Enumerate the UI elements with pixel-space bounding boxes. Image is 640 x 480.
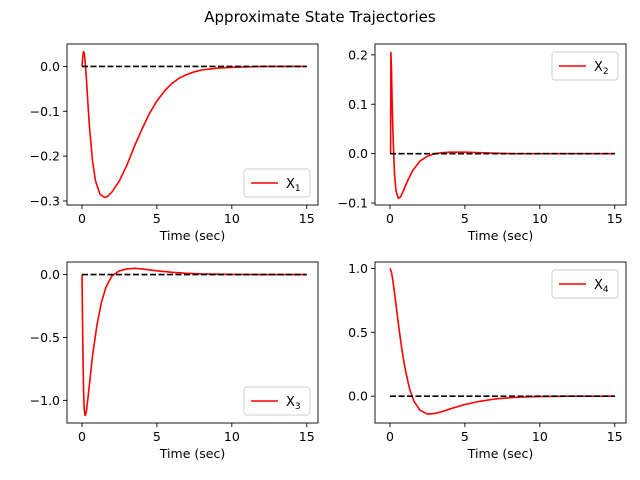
x-tick-label: 5 [153,211,161,226]
y-tick-label: 0.5 [348,325,368,340]
legend-label: X4 [594,278,609,295]
x-tick-label: 0 [386,429,394,444]
trajectory-line-x4 [389,268,615,415]
axes-frame [374,261,627,424]
x-tick-label: 15 [607,429,623,444]
x-tick-label: 0 [78,429,86,444]
trajectory-line-x3 [81,267,307,417]
axes-frame [66,261,319,424]
subplot-1: 0 5 10 15 0.0 −0.1 −0.2 −0.3 Time (sec) X1 [30,43,319,243]
legend: X1 [243,168,311,198]
legend-label: X2 [594,60,609,77]
y-tick-label: −0.5 [30,330,60,345]
x-tick-label: 15 [299,211,315,226]
x-tick-label: 5 [461,429,469,444]
x-tick-label: 5 [153,429,161,444]
x-tick-label: 0 [78,211,86,226]
y-tick-label: −0.3 [30,193,60,208]
y-tick-label: 0.0 [348,146,368,161]
legend-label: X1 [286,177,301,194]
subplot-4: 0 5 10 15 1.0 0.5 0.0 Time (sec) X4 [348,261,627,461]
x-axis-label: Time (sec) [467,446,533,461]
legend-label: X3 [286,395,301,412]
x-axis-label: Time (sec) [159,446,225,461]
x-tick-label: 5 [461,211,469,226]
y-tick-label: 1.0 [348,261,368,276]
axes-frame [66,43,319,206]
y-tick-label: 0.0 [348,389,368,404]
legend: X4 [551,269,619,299]
y-tick-label: −0.1 [338,196,368,211]
figure-title: Approximate State Trajectories [204,8,436,26]
y-tick-label: 0.1 [348,97,368,112]
subplot-2: 0 5 10 15 0.2 0.1 0.0 −0.1 Time (sec) X2 [338,43,627,243]
y-tick-label: 0.0 [40,59,60,74]
y-tick-label: −0.2 [30,149,60,164]
x-tick-label: 0 [386,211,394,226]
axes-frame [374,43,627,206]
y-tick-label: 0.0 [40,267,60,282]
x-tick-label: 10 [532,429,548,444]
x-tick-label: 10 [224,429,240,444]
x-axis-label: Time (sec) [159,228,225,243]
trajectory-line-x1 [81,50,307,199]
subplot-3: 0 5 10 15 0.0 −0.5 −1.0 Time (sec) X3 [30,261,319,461]
y-tick-label: −0.1 [30,104,60,119]
x-tick-label: 10 [224,211,240,226]
x-tick-label: 15 [299,429,315,444]
x-tick-label: 10 [532,211,548,226]
x-tick-label: 15 [607,211,623,226]
y-tick-label: 0.2 [348,47,368,62]
x-axis-label: Time (sec) [467,228,533,243]
legend: X3 [243,386,311,416]
legend: X2 [551,51,619,81]
y-tick-label: −1.0 [30,393,60,408]
